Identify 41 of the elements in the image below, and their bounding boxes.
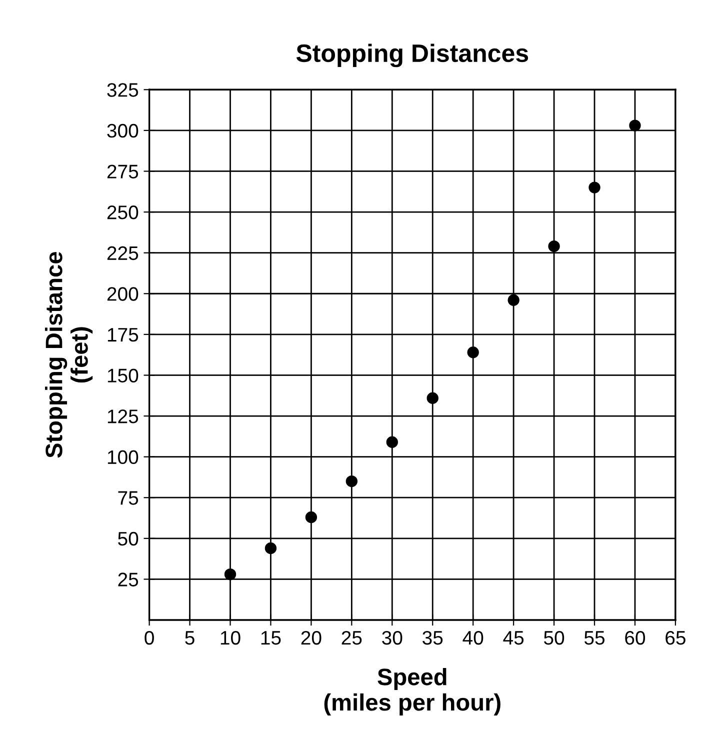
y-tick-label: 275 (107, 164, 138, 178)
point (629, 120, 641, 132)
x-tick-label: 40 (462, 630, 484, 645)
point (588, 182, 600, 194)
y-axis-title: Stopping Distance (feet) (45, 252, 93, 458)
point (224, 568, 236, 580)
x-tick-label: 0 (144, 630, 154, 645)
chart-title: Stopping Distances (296, 44, 528, 68)
y-tick-label: 125 (108, 409, 138, 424)
y-tick-label: 25 (118, 572, 138, 586)
x-tick-label: 35 (422, 630, 443, 645)
y-tick-label: 300 (107, 124, 138, 138)
point (386, 436, 398, 448)
point (467, 346, 479, 358)
x-tick-label: 10 (220, 630, 240, 645)
x-tick-label: 5 (185, 631, 194, 645)
point (426, 392, 438, 404)
y-tick-label: 50 (118, 532, 138, 546)
y-tick-label: 225 (107, 246, 138, 260)
x-axis-title: Speed (miles per hour) (324, 668, 500, 716)
y-tick-label: 75 (118, 491, 138, 505)
x-tick-label: 25 (342, 630, 362, 645)
x-tick-label: 65 (666, 630, 686, 645)
x-tick-label: 45 (503, 631, 524, 645)
x-tick-label: 55 (584, 631, 605, 645)
y-tick-label: 325 (107, 83, 138, 97)
point (346, 475, 358, 488)
point (508, 294, 520, 306)
y-tick-label: 250 (107, 206, 138, 220)
point (548, 240, 560, 252)
y-tick-label: 200 (107, 287, 138, 301)
y-tick-label: 100 (108, 450, 138, 464)
x-tick-label: 15 (261, 631, 281, 645)
point (264, 542, 277, 554)
x-tick-label: 60 (625, 630, 646, 645)
x-tick-label: 50 (544, 630, 564, 645)
x-tick-label: 20 (301, 630, 322, 645)
y-tick-label: 175 (108, 328, 138, 342)
point (305, 511, 318, 524)
x-tick-label: 30 (382, 630, 402, 645)
y-tick-label: 150 (108, 368, 138, 382)
